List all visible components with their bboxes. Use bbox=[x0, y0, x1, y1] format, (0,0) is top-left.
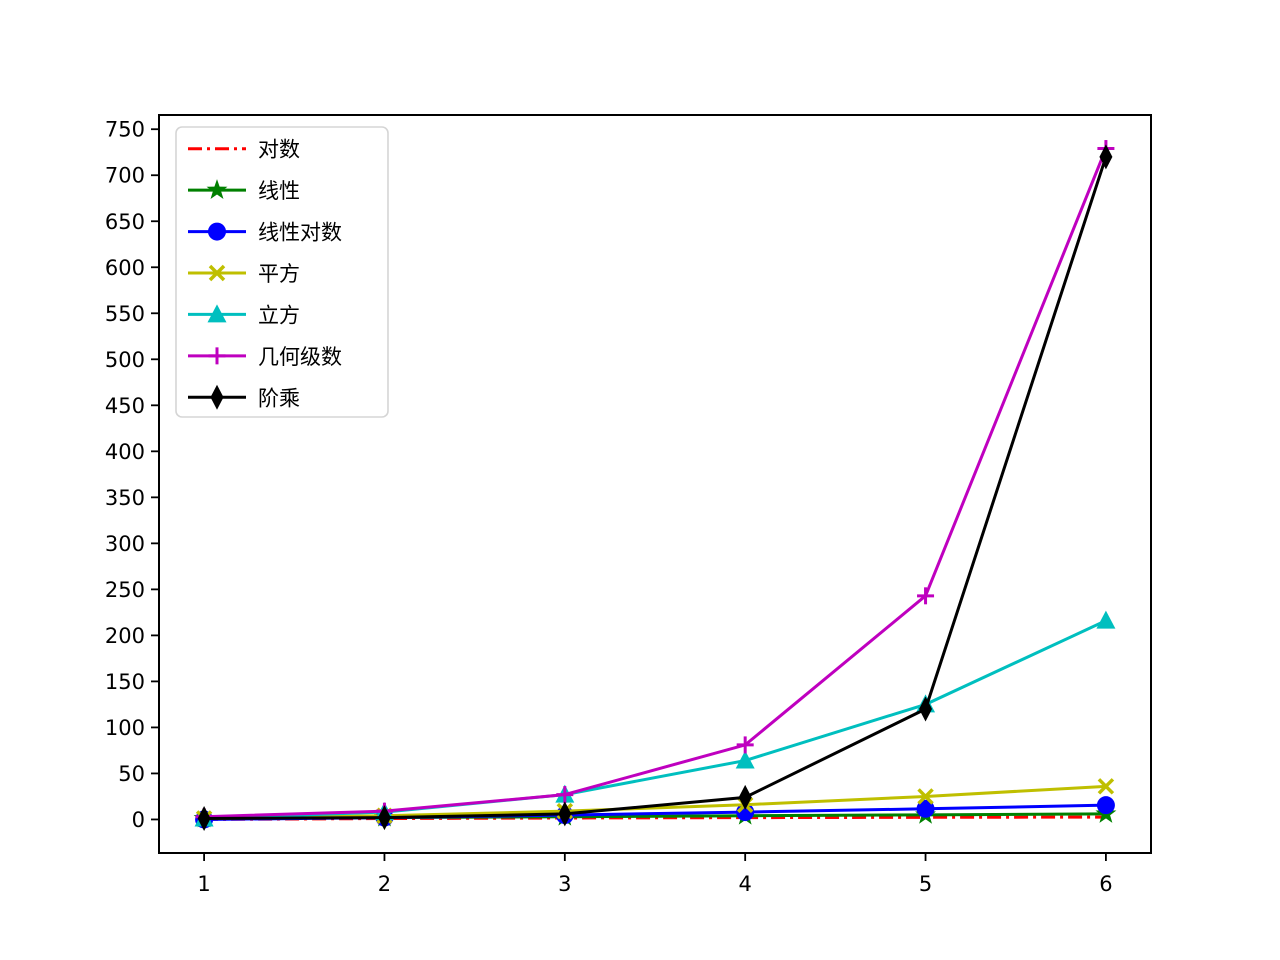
y-tick-label: 650 bbox=[105, 210, 145, 234]
y-tick-label: 450 bbox=[105, 394, 145, 418]
marker-plus-legend-5 bbox=[208, 347, 226, 365]
x-tick-label: 1 bbox=[197, 872, 210, 896]
marker-x-s3-p5 bbox=[1097, 778, 1115, 795]
series-line-4 bbox=[204, 619, 1107, 821]
marker-x-s3-p4 bbox=[917, 788, 934, 805]
y-tick-label: 0 bbox=[132, 808, 145, 832]
marker-plus-s5-p3 bbox=[736, 736, 754, 754]
x-tick-label: 2 bbox=[378, 872, 391, 896]
marker-diamond-thin-s6-p1 bbox=[377, 805, 391, 831]
series-line-3 bbox=[204, 784, 1106, 821]
marker-triangle-up-legend-4 bbox=[207, 304, 227, 323]
series-6 bbox=[197, 144, 1113, 832]
marker-diamond-thin-s6-p2 bbox=[558, 801, 572, 827]
marker-diamond-thin-legend-6 bbox=[210, 384, 224, 410]
marker-triangle-up-s4-p5 bbox=[1096, 610, 1116, 629]
legend-item-2: 线性对数 bbox=[188, 221, 342, 245]
x-stroke-2 bbox=[1097, 778, 1115, 795]
marker-diamond-thin-s6-p4 bbox=[919, 696, 933, 722]
y-tick-label: 250 bbox=[105, 578, 145, 602]
y-tick-label: 600 bbox=[105, 256, 145, 280]
marker-circle-s2-p5 bbox=[1096, 796, 1115, 815]
plot-frame bbox=[158, 114, 1152, 854]
legend-item-5: 几何级数 bbox=[188, 345, 342, 369]
series-line-5 bbox=[204, 147, 1108, 819]
legend-item-6: 阶乘 bbox=[188, 384, 300, 410]
marker-plus-s5-p2 bbox=[556, 786, 574, 804]
legend-label-2: 线性对数 bbox=[258, 221, 342, 245]
marker-diamond-thin-s6-p3 bbox=[738, 784, 752, 810]
legend-label-6: 阶乘 bbox=[258, 386, 300, 410]
y-tick-label: 100 bbox=[105, 716, 145, 740]
x-stroke-2 bbox=[917, 788, 934, 805]
marker-circle-s2-p4 bbox=[916, 799, 935, 818]
legend-item-3: 平方 bbox=[188, 262, 300, 286]
marker-circle-legend-2 bbox=[208, 222, 226, 241]
y-tick-label: 550 bbox=[105, 302, 145, 326]
marker-diamond-thin-s6-p5 bbox=[1099, 144, 1113, 170]
legend-item-4: 立方 bbox=[188, 303, 300, 327]
y-tick-label: 150 bbox=[105, 670, 145, 694]
marker-triangle-up-s4-p3 bbox=[735, 750, 755, 769]
legend-item-1: 线性 bbox=[188, 179, 300, 203]
marker-plus-s5-p4 bbox=[917, 587, 935, 605]
series-line-6 bbox=[204, 156, 1108, 821]
x-tick-label: 6 bbox=[1099, 872, 1112, 896]
legend-label-1: 线性 bbox=[258, 179, 300, 203]
x-tick-label: 3 bbox=[558, 872, 571, 896]
marker-x-legend-3 bbox=[208, 264, 226, 282]
y-tick-label: 750 bbox=[105, 118, 145, 142]
y-tick-label: 300 bbox=[105, 532, 145, 556]
x-tick-label: 5 bbox=[919, 872, 932, 896]
marker-diamond-thin-s6-p0 bbox=[197, 806, 211, 832]
y-tick-label: 50 bbox=[118, 762, 145, 786]
legend-item-0: 对数 bbox=[188, 138, 300, 162]
y-tick-label: 400 bbox=[105, 440, 145, 464]
legend-label-5: 几何级数 bbox=[258, 345, 342, 369]
y-tick-label: 700 bbox=[105, 164, 145, 188]
legend-box bbox=[175, 126, 389, 418]
marker-star-legend-1 bbox=[206, 179, 228, 200]
legend-label-0: 对数 bbox=[258, 138, 300, 162]
legend-label-3: 平方 bbox=[258, 262, 300, 286]
y-tick-label: 500 bbox=[105, 348, 145, 372]
x-stroke-2 bbox=[208, 264, 226, 282]
y-tick-label: 350 bbox=[105, 486, 145, 510]
legend-label-4: 立方 bbox=[258, 303, 300, 327]
y-tick-label: 200 bbox=[105, 624, 145, 648]
x-tick-label: 4 bbox=[738, 872, 751, 896]
